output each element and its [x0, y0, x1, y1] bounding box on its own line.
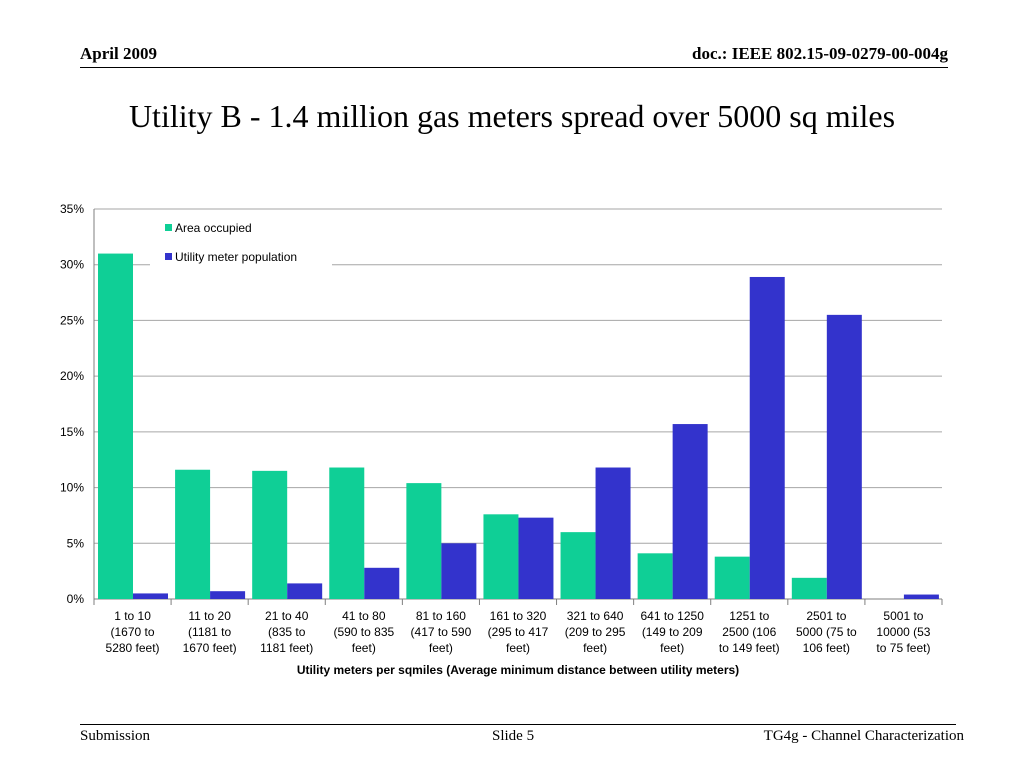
bar-utility-meter-population [441, 543, 477, 599]
x-tick-label: 2500 (106 [722, 625, 776, 639]
y-tick-label: 25% [60, 313, 84, 327]
x-tick-label: 1670 feet) [183, 641, 237, 655]
x-tick-label: (590 to 835 [333, 625, 394, 639]
x-tick-label: (1181 to [188, 625, 231, 639]
y-tick-label: 5% [67, 536, 85, 550]
legend-background [150, 214, 332, 272]
x-tick-label: (149 to 209 [642, 625, 703, 639]
bar-area-occupied [406, 483, 442, 599]
footer-submission: Submission [80, 728, 151, 744]
x-tick-label: 1251 to [729, 609, 769, 623]
bar-utility-meter-population [133, 593, 168, 599]
x-tick-label: feet) [429, 641, 453, 655]
bar-area-occupied [175, 469, 211, 599]
bar-utility-meter-population [518, 517, 554, 599]
bar-utility-meter-population [364, 567, 400, 599]
x-tick-label: 11 to 20 [188, 609, 231, 623]
x-tick-label: 1181 feet) [260, 641, 313, 655]
x-tick-label: feet) [506, 641, 530, 655]
bar-area-occupied [560, 532, 596, 599]
x-tick-label: feet) [583, 641, 607, 655]
x-tick-label: to 75 feet) [876, 641, 930, 655]
header-date: April 2009 [80, 44, 157, 63]
y-tick-label: 10% [60, 481, 84, 495]
bar-utility-meter-population [749, 276, 785, 599]
bar-area-occupied [714, 556, 750, 599]
y-tick-label: 15% [60, 425, 84, 439]
x-tick-label: 5001 to [883, 609, 923, 623]
header-divider [80, 67, 948, 68]
bar-utility-meter-population [210, 591, 246, 599]
bar-utility-meter-population [903, 594, 939, 599]
x-tick-label: 5280 feet) [106, 641, 160, 655]
y-tick-label: 30% [60, 258, 84, 272]
y-tick-label: 35% [60, 202, 84, 216]
bar-utility-meter-population [287, 583, 323, 599]
bar-area-occupied [483, 514, 519, 599]
bar-area-occupied [98, 253, 133, 600]
x-tick-label: 5000 (75 to [796, 625, 857, 639]
x-tick-label: 641 to 1250 [640, 609, 704, 623]
x-tick-label: (295 to 417 [488, 625, 549, 639]
bar-area-occupied [791, 577, 827, 599]
x-tick-label: (209 to 295 [565, 625, 626, 639]
x-tick-label: (417 to 590 [411, 625, 472, 639]
bar-utility-meter-population [672, 424, 708, 599]
bar-area-occupied [252, 470, 288, 599]
slide-title: Utility B - 1.4 million gas meters sprea… [128, 98, 896, 134]
header-doc-id: doc.: IEEE 802.15-09-0279-00-004g [692, 44, 948, 63]
x-axis-title: Utility meters per sqmiles (Average mini… [297, 663, 739, 677]
y-tick-label: 0% [67, 592, 85, 606]
x-tick-label: 41 to 80 [342, 609, 386, 623]
x-tick-label: 2501 to [806, 609, 846, 623]
bar-utility-meter-population [595, 467, 631, 599]
footer-divider [80, 724, 956, 725]
x-tick-label: 106 feet) [803, 641, 850, 655]
x-tick-label: feet) [352, 641, 376, 655]
x-tick-label: feet) [660, 641, 684, 655]
x-tick-label: 321 to 640 [567, 609, 624, 623]
x-tick-label: to 149 feet) [719, 641, 780, 655]
x-tick-label: (1670 to [111, 625, 155, 639]
footer-topic: TG4g - Channel Characterization [763, 728, 964, 744]
x-tick-label: 81 to 160 [416, 609, 466, 623]
bar-utility-meter-population [826, 314, 862, 599]
x-tick-label: 10000 (53 [876, 625, 930, 639]
x-tick-label: (835 to [268, 625, 306, 639]
legend-swatch [165, 224, 172, 231]
x-tick-label: 21 to 40 [265, 609, 309, 623]
x-tick-label: 1 to 10 [114, 609, 151, 623]
bar-area-occupied [329, 467, 365, 599]
legend-label: Utility meter population [175, 250, 297, 264]
legend-label: Area occupied [175, 221, 252, 235]
footer-slide-number: Slide 5 [492, 728, 535, 744]
y-tick-label: 20% [60, 369, 84, 383]
x-tick-label: 161 to 320 [490, 609, 547, 623]
bar-area-occupied [637, 553, 673, 599]
legend-swatch [165, 253, 172, 260]
